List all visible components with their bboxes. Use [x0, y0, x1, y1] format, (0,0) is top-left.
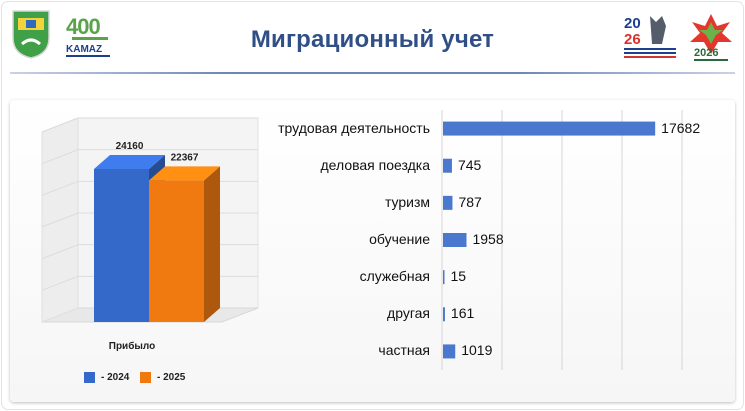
category-label: Прибыло	[109, 340, 156, 352]
bar-top-2024	[94, 154, 165, 169]
value-label: 787	[458, 193, 482, 210]
value-label: 745	[457, 156, 482, 173]
data-label-2024: 24160	[116, 141, 144, 152]
category-label: служебная	[359, 268, 430, 285]
data-label-2025: 22367	[171, 152, 199, 163]
bar-top-2025	[149, 166, 220, 181]
bar-front-2024	[94, 168, 149, 322]
city-emblem-logo	[12, 10, 50, 59]
year-2026-label: 2026	[694, 47, 718, 59]
value-label: 17682	[661, 119, 701, 136]
category-label: обучение	[369, 231, 430, 247]
category-label: частная	[378, 342, 430, 359]
gridline	[41, 117, 258, 133]
value-label: 1958	[472, 231, 504, 247]
kamaz-brand: KAMAZ	[66, 44, 102, 55]
value-label: 15	[450, 268, 467, 285]
legend-item-2025: - 2025	[140, 372, 185, 383]
bar-front-2025	[149, 180, 204, 322]
legend-swatch-2024	[84, 372, 95, 383]
category-label: другая	[387, 305, 430, 322]
year-logo-bottom: 26	[624, 31, 641, 48]
legend-swatch-2025	[140, 372, 151, 383]
year-of-unity-logo: 20 26	[624, 15, 676, 58]
arrivals-column-chart: 24160 22367 Прибыло	[41, 117, 259, 352]
value-label: 161	[450, 305, 475, 322]
title-underline	[10, 72, 735, 74]
legend-label-2024: - 2024	[101, 372, 130, 383]
anniversary-number: 400	[66, 14, 100, 39]
bar-side-2025	[204, 166, 220, 322]
anniversary-kamaz-logo: 400 KAMAZ	[66, 14, 110, 57]
category-label: деловая поездка	[320, 156, 430, 173]
slide-header: 400 KAMAZ Миграционный учет 20 26 2026	[2, 2, 743, 72]
legend-item-2024: - 2024	[84, 372, 129, 383]
gridline	[41, 149, 258, 165]
left-chart-bars: 24160 22367	[94, 141, 220, 322]
category-label: трудовая деятельность	[278, 119, 430, 136]
page-title: Миграционный учет	[250, 26, 495, 53]
category-label: туризм	[384, 193, 430, 210]
year-2026-star-logo: 2026	[690, 14, 732, 61]
year-logo-top: 20	[624, 15, 641, 32]
value-label: 1019	[461, 342, 493, 359]
legend-label-2025: - 2025	[157, 372, 186, 383]
